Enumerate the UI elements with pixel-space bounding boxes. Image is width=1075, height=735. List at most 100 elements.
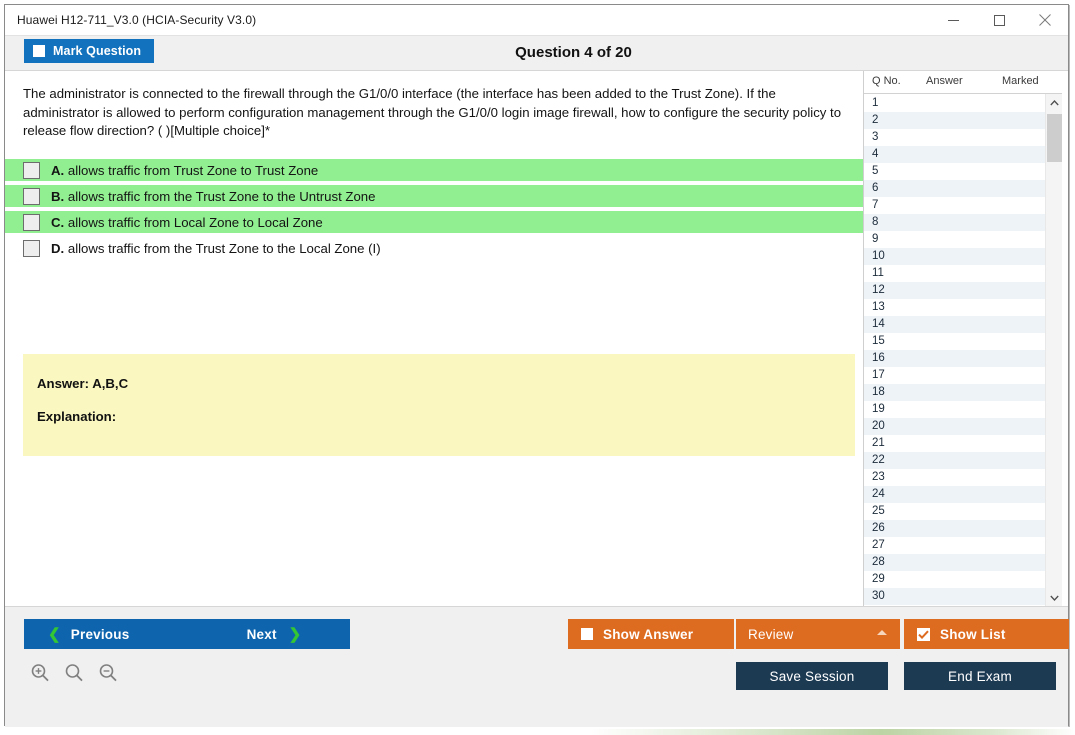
question-list-row[interactable]: 4 [864, 146, 1045, 163]
question-list-row[interactable]: 27 [864, 537, 1045, 554]
chevron-up-icon [1049, 98, 1059, 108]
caret-up-icon [877, 630, 887, 635]
column-header-marked: Marked [1002, 75, 1039, 87]
option-letter-b: B. [51, 188, 65, 204]
maximize-button[interactable] [976, 5, 1022, 35]
option-label-d: D. allows traffic from the Trust Zone to… [51, 241, 381, 256]
question-list-scrollbar[interactable] [1045, 94, 1062, 606]
question-pane: The administrator is connected to the fi… [5, 71, 863, 606]
question-text: The administrator is connected to the fi… [23, 86, 842, 139]
scrollbar-up-button[interactable] [1046, 94, 1062, 111]
minimize-button[interactable] [930, 5, 976, 35]
exam-header-bar: Mark Question Question 4 of 20 [5, 36, 1068, 71]
question-list-row[interactable]: 18 [864, 384, 1045, 401]
previous-label: Previous [70, 626, 130, 642]
zoom-out-button[interactable] [97, 662, 119, 684]
zoom-in-button[interactable] [29, 662, 51, 684]
question-list-row[interactable]: 13 [864, 299, 1045, 316]
mark-question-button[interactable]: Mark Question [24, 39, 155, 63]
option-checkbox-b[interactable] [23, 187, 40, 205]
question-list-row[interactable]: 30 [864, 588, 1045, 605]
next-button[interactable]: Next ❯ [198, 619, 350, 649]
question-list-row[interactable]: 1 [864, 95, 1045, 112]
question-list-row[interactable]: 22 [864, 452, 1045, 469]
show-list-label: Show List [940, 626, 1006, 642]
show-list-button[interactable]: Show List [904, 619, 1069, 649]
mark-question-label: Mark Question [53, 44, 142, 58]
question-list-row[interactable]: 25 [864, 503, 1045, 520]
save-session-button[interactable]: Save Session [736, 662, 888, 690]
show-answer-checkbox[interactable] [581, 628, 593, 640]
chevron-right-icon: ❯ [288, 625, 302, 643]
question-list-row[interactable]: 11 [864, 265, 1045, 282]
column-header-qno: Q No. [872, 75, 901, 87]
question-list-row[interactable]: 24 [864, 486, 1045, 503]
end-exam-label: End Exam [948, 668, 1012, 684]
mark-question-checkbox[interactable] [33, 45, 45, 57]
option-letter-a: A. [51, 162, 65, 178]
zoom-reset-icon [64, 663, 84, 683]
end-exam-button[interactable]: End Exam [904, 662, 1056, 690]
option-row-c[interactable]: C. allows traffic from Local Zone to Loc… [5, 211, 863, 234]
close-button[interactable] [1022, 5, 1068, 35]
question-list-row[interactable]: 7 [864, 197, 1045, 214]
question-list-row[interactable]: 6 [864, 180, 1045, 197]
previous-button[interactable]: ❮ Previous [24, 619, 203, 649]
question-list-row[interactable]: 3 [864, 129, 1045, 146]
question-list-row[interactable]: 10 [864, 248, 1045, 265]
option-text-a: allows traffic from Trust Zone to Trust … [67, 162, 319, 178]
option-checkbox-c[interactable] [23, 213, 40, 231]
zoom-in-icon [30, 663, 50, 683]
zoom-controls [29, 662, 119, 684]
content-region: The administrator is connected to the fi… [5, 71, 1068, 606]
question-list-row[interactable]: 21 [864, 435, 1045, 452]
question-list-row[interactable]: 9 [864, 231, 1045, 248]
question-list-row[interactable]: 20 [864, 418, 1045, 435]
question-list-row[interactable]: 15 [864, 333, 1045, 350]
chevron-down-icon [1049, 593, 1059, 603]
window-title: Huawei H12-711_V3.0 (HCIA-Security V3.0) [17, 13, 257, 27]
question-list-row[interactable]: 23 [864, 469, 1045, 486]
answer-explanation-box: Answer: A,B,C Explanation: [23, 354, 855, 456]
check-icon [918, 630, 929, 639]
window-controls [930, 5, 1068, 35]
explanation-label: Explanation: [37, 409, 117, 424]
question-list-row[interactable]: 19 [864, 401, 1045, 418]
option-label-c: C. allows traffic from Local Zone to Loc… [51, 215, 323, 230]
scrollbar-thumb[interactable] [1047, 114, 1062, 162]
show-answer-label: Show Answer [603, 626, 694, 642]
question-list-row[interactable]: 12 [864, 282, 1045, 299]
question-list-header: Q No. Answer Marked [864, 71, 1062, 94]
question-list-row[interactable]: 5 [864, 163, 1045, 180]
question-list-row[interactable]: 2 [864, 112, 1045, 129]
question-list-rows: 1 2 3 4 5 6 7 8 9 10 11 12 13 14 15 16 17 18 19 20 21 22 23 24 2… [864, 94, 1045, 605]
option-letter-d: D. [51, 240, 65, 256]
question-list-row[interactable]: 26 [864, 520, 1045, 537]
next-label: Next [246, 626, 277, 642]
option-row-d[interactable]: D. allows traffic from the Trust Zone to… [5, 237, 863, 259]
question-list-panel: Q No. Answer Marked 1 2 3 4 5 6 7 8 9 10 11 12 13 14 1… [863, 71, 1062, 606]
question-list-row[interactable]: 28 [864, 554, 1045, 571]
scrollbar-down-button[interactable] [1046, 589, 1062, 606]
option-checkbox-a[interactable] [23, 161, 40, 179]
option-checkbox-d[interactable] [23, 239, 40, 257]
column-header-answer: Answer [926, 75, 963, 87]
question-list-row[interactable]: 17 [864, 367, 1045, 384]
zoom-reset-button[interactable] [63, 662, 85, 684]
show-list-checkbox[interactable] [917, 627, 930, 641]
close-icon [1039, 14, 1051, 26]
save-session-label: Save Session [769, 668, 855, 684]
bottom-toolbar: ❮ Previous Next ❯ Show Answer Review Sho… [5, 606, 1069, 727]
question-list-row[interactable]: 16 [864, 350, 1045, 367]
option-row-b[interactable]: B. allows traffic from the Trust Zone to… [5, 185, 863, 208]
option-text-c: allows traffic from Local Zone to Local … [67, 214, 323, 230]
option-row-a[interactable]: A. allows traffic from Trust Zone to Tru… [5, 159, 863, 182]
question-list-row[interactable]: 29 [864, 571, 1045, 588]
question-list-row[interactable]: 8 [864, 214, 1045, 231]
option-label-b: B. allows traffic from the Trust Zone to… [51, 189, 375, 204]
review-dropdown[interactable]: Review [736, 619, 900, 649]
question-list-row[interactable]: 14 [864, 316, 1045, 333]
show-answer-button[interactable]: Show Answer [568, 619, 734, 649]
maximize-icon [993, 14, 1005, 26]
